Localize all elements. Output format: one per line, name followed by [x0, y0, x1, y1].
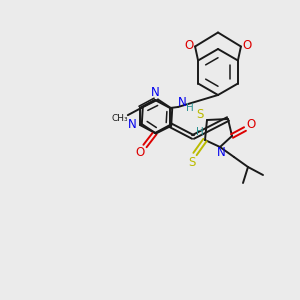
Text: N: N [151, 85, 159, 98]
Text: O: O [135, 146, 145, 160]
Text: S: S [196, 109, 204, 122]
Text: O: O [184, 39, 194, 52]
Text: H: H [196, 127, 204, 137]
Text: N: N [178, 95, 186, 109]
Text: O: O [246, 118, 256, 131]
Text: CH₃: CH₃ [112, 114, 128, 123]
Text: S: S [188, 155, 196, 169]
Text: H: H [186, 103, 194, 113]
Text: N: N [128, 118, 136, 131]
Text: O: O [242, 39, 251, 52]
Text: N: N [217, 146, 225, 160]
